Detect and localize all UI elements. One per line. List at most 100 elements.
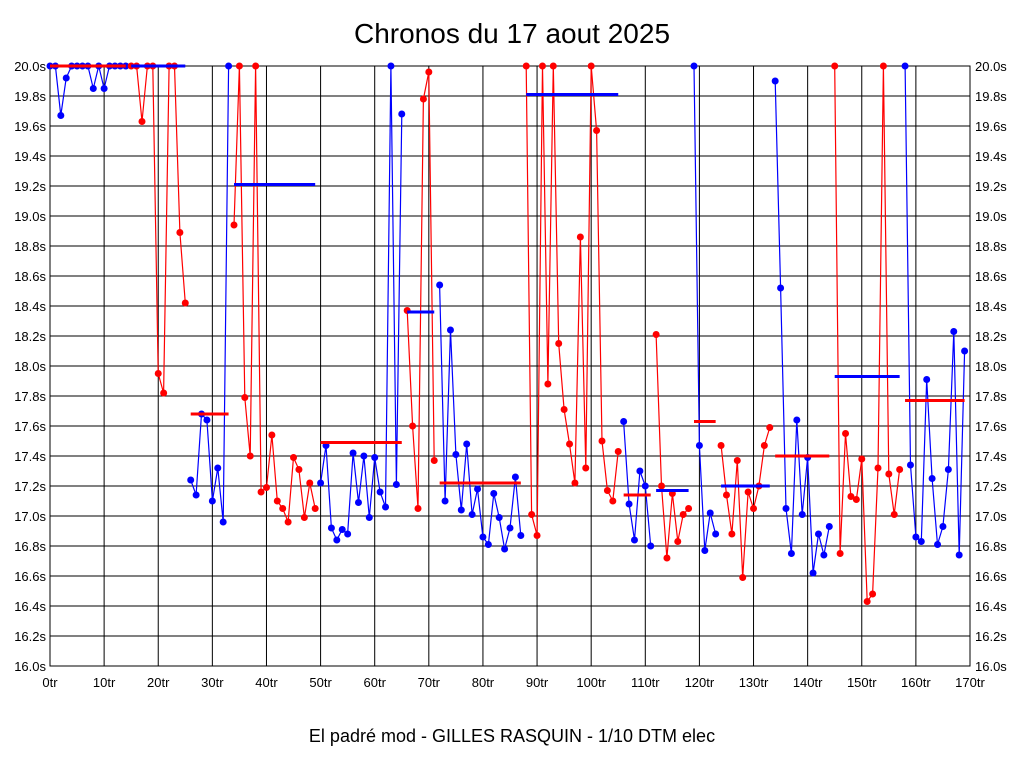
lap-point [273,497,281,505]
lap-point [760,442,768,449]
y-tick-label-left: 16.6s [14,569,46,584]
lap-point [917,538,925,545]
lap-point [398,110,406,118]
y-tick-label-right: 17.2s [975,479,1007,494]
chart-title: Chronos du 17 aout 2025 [354,18,670,49]
lap-point [739,574,747,581]
y-tick-label-right: 19.6s [975,119,1007,134]
lap-point [506,524,514,532]
lap-point [382,503,390,511]
lap-point [555,340,563,347]
lap-point [414,505,422,512]
series-line-blue [320,65,403,542]
y-tick-label-left: 18.6s [14,269,46,284]
lap-point [333,536,341,544]
lap-point [890,511,898,518]
lap-point [928,475,936,482]
y-tick-label-right: 18.4s [975,299,1007,314]
lap-point [187,476,195,484]
series-line-blue [904,65,966,556]
lap-point [214,464,222,472]
lap-point [614,448,622,455]
y-tick-label-left: 17.6s [14,419,46,434]
lap-point [685,505,693,512]
x-tick-label: 0tr [42,675,58,690]
y-tick-label-left: 19.0s [14,209,46,224]
lap-point [225,62,233,70]
x-tick-label: 60tr [364,675,387,690]
lap-point [652,331,660,338]
lap-point [603,487,611,494]
lap-point [533,532,541,539]
lap-point [647,542,655,550]
lap-point [733,457,741,464]
x-axis: 0tr 10tr 20tr 30tr 40tr 50tr 60tr 70tr 80tr 90tr 1… [42,675,985,690]
lap-point [511,473,519,481]
lap-point [327,524,335,532]
lap-point [901,62,909,70]
lap-point [852,496,860,503]
lap-point [349,449,357,457]
stint-blue [436,281,525,553]
lap-point [798,511,806,518]
lap-point [452,451,460,458]
x-tick-label: 80tr [472,675,495,690]
series-line-red [720,427,771,578]
y-tick-label-left: 16.0s [14,659,46,674]
stint-blue [317,62,406,544]
lap-point [371,454,379,461]
lap-point [176,229,184,236]
lap-point [950,328,958,335]
lap-point [208,497,216,505]
lap-point [934,541,942,548]
lap-point [257,488,265,496]
y-tick-label-right: 19.0s [975,209,1007,224]
y-tick-label-left: 16.4s [14,599,46,614]
lap-point [360,452,368,460]
lap-point [446,326,454,334]
lap-point [344,530,352,538]
y-tick-label-right: 17.0s [975,509,1007,524]
lap-point [387,62,395,70]
series-line-red [406,71,435,509]
lap-point [674,538,682,545]
lap-point [701,547,709,554]
x-tick-label: 10tr [93,675,116,690]
lap-point [728,530,736,538]
lap-point [712,530,720,538]
lap-point [717,442,725,449]
series-line-red [525,65,619,536]
lap-point [490,490,498,497]
stint-blue [901,62,969,559]
lap-point [582,464,590,472]
plot-frame [49,65,971,667]
y-tick-label-right: 16.6s [975,569,1007,584]
lap-point [939,523,947,530]
average-lines [50,64,965,497]
lap-point [354,499,362,506]
y-tick-label-right: 16.2s [975,629,1007,644]
x-tick-label: 110tr [631,675,660,690]
y-tick-label-left: 19.6s [14,119,46,134]
y-tick-label-left: 17.4s [14,449,46,464]
stint-red [652,331,693,562]
y-tick-label-left: 19.2s [14,179,46,194]
x-tick-label: 140tr [793,675,823,690]
lap-point [885,470,893,478]
lap-point [252,62,260,70]
lap-point [777,284,785,292]
y-tick-label-right: 20.0s [975,59,1007,74]
lap-point [241,394,249,401]
x-axis-label: El padré mod - GILLES RASQUIN - 1/10 DTM… [309,726,715,746]
stint-blue [690,62,720,554]
lap-point [944,466,952,473]
y-tick-label-right: 18.8s [975,239,1007,254]
y-tick-label-left: 17.8s [14,389,46,404]
lap-point [722,491,730,499]
y-tick-label-left: 16.2s [14,629,46,644]
y-tick-label-right: 16.0s [975,659,1007,674]
y-tick-label-right: 19.8s [975,89,1007,104]
lap-point [62,74,70,82]
y-tick-label-left: 18.8s [14,239,46,254]
lap-point [376,488,384,496]
